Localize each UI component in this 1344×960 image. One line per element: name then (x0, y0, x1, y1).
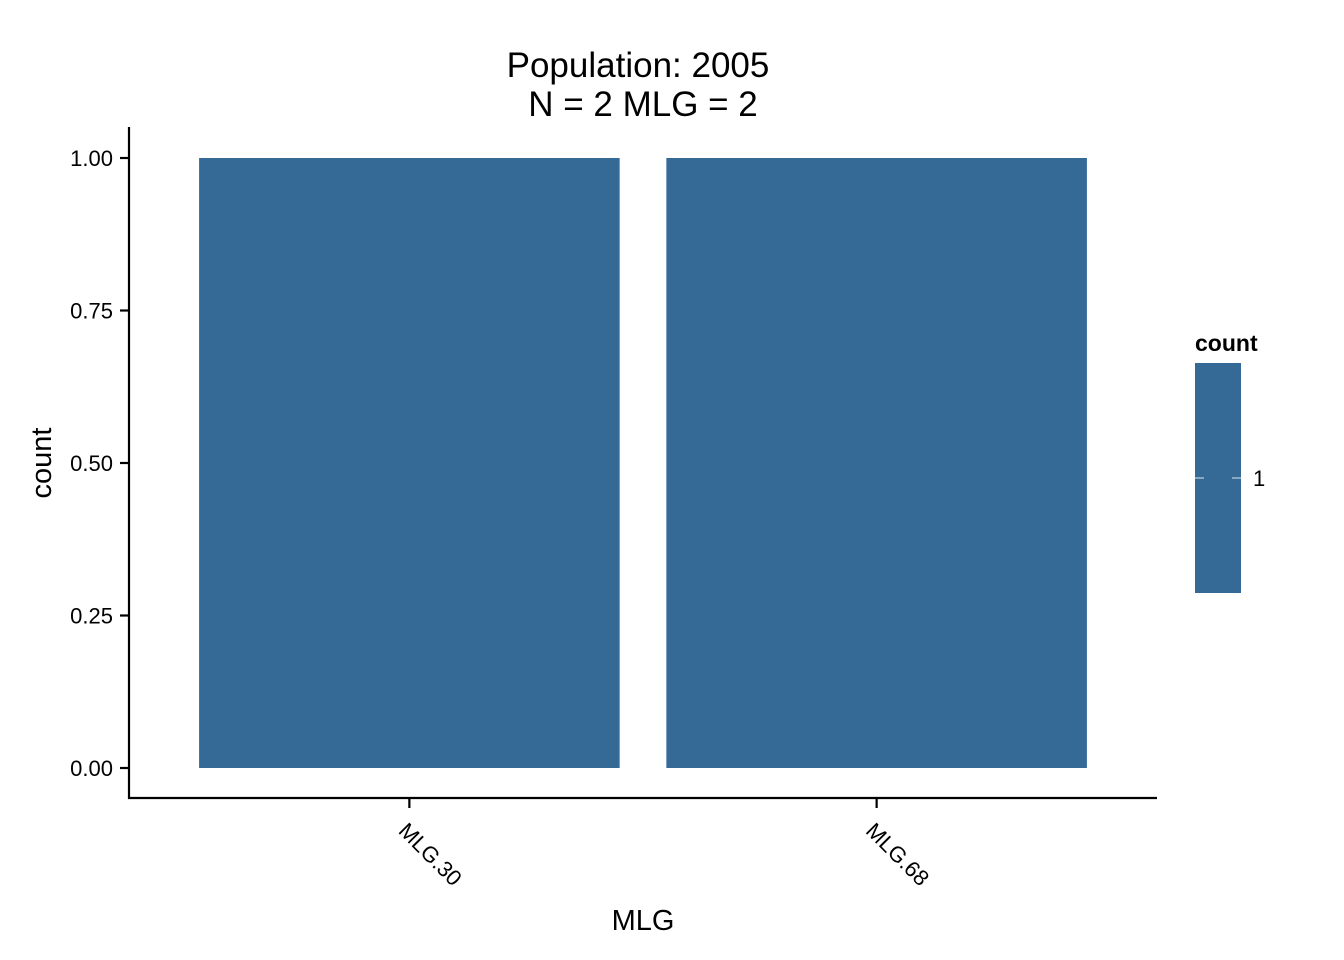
legend-entries: 1 (1195, 466, 1265, 491)
y-tick-label: 0.75 (70, 299, 113, 324)
bar-mlg-68 (666, 158, 1087, 768)
y-tick-label: 0.50 (70, 451, 113, 476)
chart-subtitle: N = 2 MLG = 2 (528, 85, 758, 124)
x-tick-label: MLG.68 (861, 818, 934, 891)
bars-layer (199, 158, 1087, 768)
legend-entry-label: 1 (1253, 466, 1265, 491)
x-axis-ticks: MLG.30 MLG.68 (394, 798, 934, 891)
y-tick-label: 0.25 (70, 604, 113, 629)
y-axis-title: count (26, 428, 58, 499)
y-axis-ticks: 0.00 0.25 0.50 0.75 1.00 (70, 146, 129, 781)
y-tick-label: 0.00 (70, 756, 113, 781)
legend: count 1 (1195, 330, 1265, 593)
legend-title: count (1195, 330, 1258, 356)
x-tick-label: MLG.30 (394, 818, 467, 891)
bar-mlg-30 (199, 158, 620, 768)
y-tick-label: 1.00 (70, 146, 113, 171)
x-axis-title: MLG (612, 905, 675, 937)
chart-title: Population: 2005 (507, 46, 770, 85)
